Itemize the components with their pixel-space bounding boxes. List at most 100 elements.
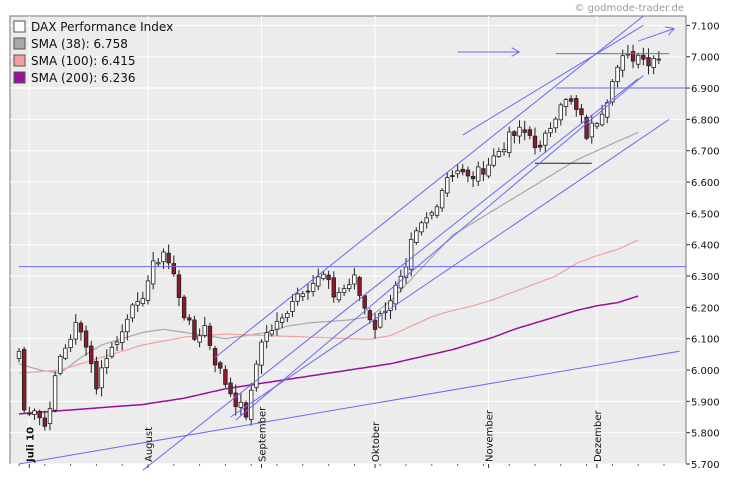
candle — [450, 170, 455, 182]
candle — [21, 346, 27, 413]
candle — [269, 324, 275, 337]
candle — [460, 164, 465, 176]
candle — [429, 210, 434, 220]
y-tick-label: 6.000 — [691, 366, 720, 377]
candle — [78, 320, 84, 341]
candle — [238, 393, 244, 416]
candle — [37, 409, 42, 426]
candle — [145, 275, 151, 305]
candle — [27, 406, 32, 417]
legend-swatch-sma200 — [13, 71, 26, 84]
candle — [176, 270, 182, 307]
candle — [481, 160, 486, 182]
legend-swatch-sma100 — [13, 54, 26, 67]
y-tick-label: 6.600 — [691, 178, 720, 189]
candle — [140, 291, 146, 307]
candle — [223, 365, 228, 388]
y-tick-label: 6.400 — [691, 241, 720, 252]
candle — [424, 212, 429, 229]
axes: 7.100 7.000 6.900 6.800 6.700 6.600 6.500 6.400… — [18, 21, 720, 471]
trend-line — [235, 75, 644, 421]
arrow-annotation — [638, 26, 675, 42]
candle — [352, 268, 357, 290]
y-tick-label: 5.700 — [691, 460, 720, 471]
candle — [135, 292, 140, 312]
candle — [207, 322, 213, 351]
candle — [486, 157, 491, 179]
y-tick-label: 5.900 — [691, 397, 720, 408]
candle — [543, 130, 548, 154]
candle — [233, 384, 238, 416]
candle — [579, 104, 584, 123]
candle — [506, 126, 512, 158]
candle — [646, 48, 651, 75]
trend-line — [230, 118, 670, 418]
candle — [32, 408, 37, 420]
candle — [120, 324, 125, 351]
candle — [615, 64, 620, 88]
candle — [197, 328, 202, 348]
sma-100-line — [18, 239, 639, 374]
y-tick-label: 6.700 — [691, 147, 720, 158]
candle — [408, 232, 414, 277]
candle — [537, 140, 543, 152]
x-month-label: November — [485, 409, 496, 462]
legend: DAX Performance Index SMA (38): 6.758 SM… — [13, 20, 173, 85]
candle — [548, 122, 553, 138]
candle — [290, 294, 295, 318]
candle — [83, 325, 89, 356]
candle — [445, 172, 450, 198]
y-tick-label: 6.900 — [691, 84, 720, 95]
legend-label-dax: DAX Performance Index — [31, 20, 173, 34]
y-tick-label: 6.800 — [691, 115, 720, 126]
candle — [630, 44, 636, 69]
candle — [372, 313, 378, 339]
candle — [254, 360, 259, 392]
y-tick-label: 6.200 — [691, 303, 720, 314]
candle — [455, 164, 460, 179]
legend-label-sma100: SMA (100): 6.415 — [31, 54, 135, 68]
candle — [620, 49, 625, 78]
candle — [465, 166, 471, 183]
candle — [279, 313, 285, 329]
candles — [16, 44, 662, 431]
x-month-label: Juli 10 — [25, 427, 36, 463]
candle — [517, 120, 522, 144]
candle — [264, 324, 269, 349]
candle — [321, 270, 326, 281]
candle — [274, 312, 280, 336]
candle — [42, 410, 47, 431]
legend-swatch-dax — [13, 20, 26, 33]
candle — [377, 310, 383, 329]
candle — [558, 102, 563, 126]
trend-line — [214, 15, 644, 358]
candle — [326, 270, 331, 289]
trendlines — [18, 15, 686, 471]
candle — [439, 188, 445, 213]
watermark: © godmode-trader.de — [575, 3, 685, 14]
y-tick-label: 6.300 — [691, 272, 720, 283]
candle — [58, 354, 63, 376]
candle — [212, 345, 218, 373]
candle — [316, 268, 321, 291]
candle — [522, 120, 527, 141]
legend-swatch-sma38 — [13, 37, 26, 50]
candle — [166, 244, 171, 270]
candle — [248, 383, 254, 426]
candle — [568, 95, 574, 105]
candle — [491, 148, 496, 168]
gridlines — [10, 16, 686, 465]
candle — [259, 339, 264, 375]
candle — [73, 313, 78, 345]
candle — [367, 308, 373, 324]
candle — [52, 371, 58, 413]
candle — [347, 278, 352, 292]
candle — [285, 310, 290, 323]
legend-label-sma200: SMA (200): 6.236 — [31, 71, 135, 85]
candle — [501, 142, 507, 156]
candle — [228, 377, 233, 398]
candle — [527, 126, 533, 140]
candle — [563, 97, 569, 116]
trend-line — [142, 78, 639, 471]
